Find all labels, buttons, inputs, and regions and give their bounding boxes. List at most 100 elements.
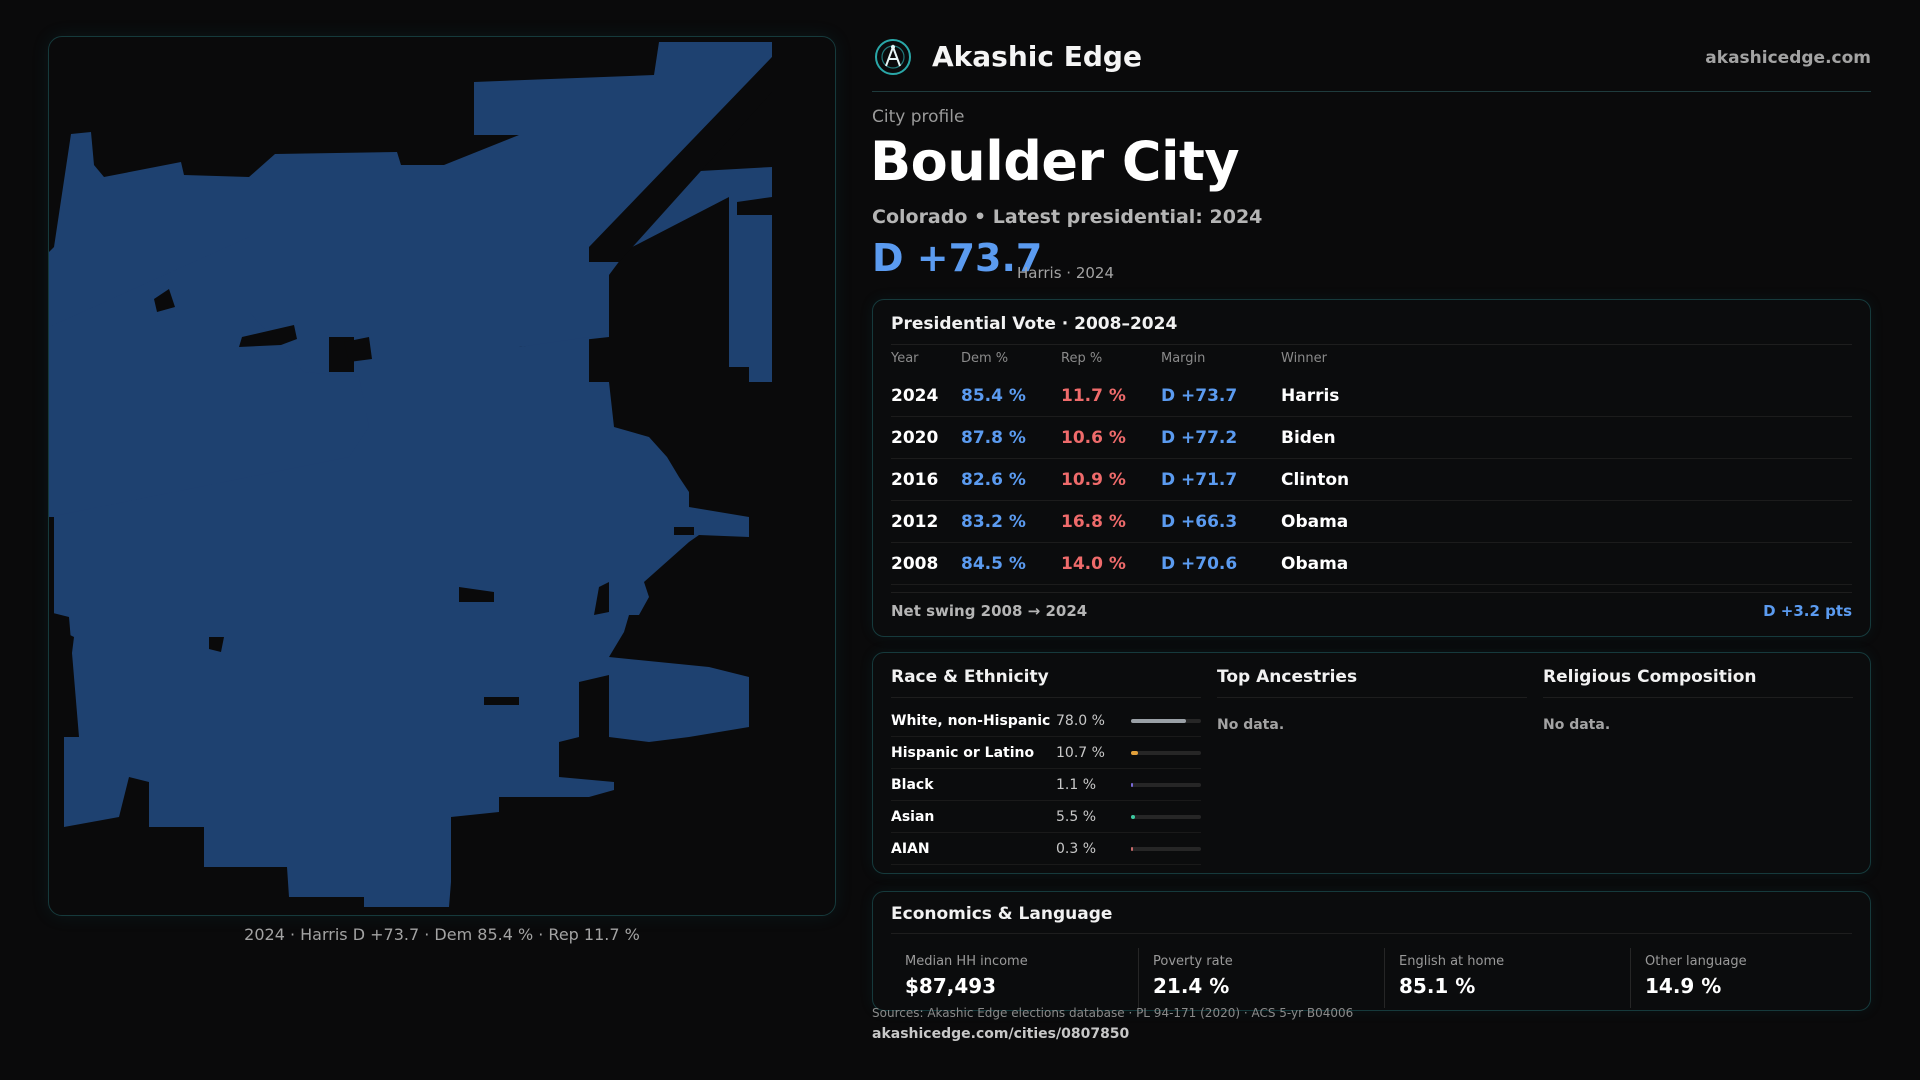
race-label: Black: [891, 777, 934, 793]
net-swing-label: Net swing 2008 → 2024: [891, 602, 1088, 620]
race-bar-track: [1131, 783, 1201, 787]
stat-value: 21.4 %: [1153, 974, 1230, 998]
divider: [891, 697, 1201, 698]
cell-margin: D +70.6: [1161, 554, 1238, 574]
race-row: AIAN 0.3 %: [891, 833, 1201, 865]
cell-winner: Harris: [1281, 386, 1340, 406]
cell-winner: Clinton: [1281, 470, 1350, 490]
race-bar-fill: [1131, 783, 1133, 787]
cell-margin: D +66.3: [1161, 512, 1238, 532]
stat-value: 85.1 %: [1399, 974, 1476, 998]
race-row: Hispanic or Latino 10.7 %: [891, 737, 1201, 769]
race-row: White, non-Hispanic 78.0 %: [891, 705, 1201, 737]
stat-label: Other language: [1645, 954, 1747, 969]
vote-card-title: Presidential Vote · 2008–2024: [891, 314, 1178, 334]
col-header-year: Year: [891, 351, 919, 366]
race-bar-track: [1131, 847, 1201, 851]
race-row: Black 1.1 %: [891, 769, 1201, 801]
table-row: 2012 83.2 % 16.8 % D +66.3 Obama: [891, 501, 1852, 543]
table-row: 2024 85.4 % 11.7 % D +73.7 Harris: [891, 375, 1852, 417]
latest-margin: D +73.7: [872, 236, 1043, 280]
latest-margin-note: Harris · 2024: [1017, 264, 1115, 282]
race-bar-track: [1131, 815, 1201, 819]
cell-year: 2012: [891, 512, 939, 532]
cell-margin: D +71.7: [1161, 470, 1238, 490]
table-row: 2008 84.5 % 14.0 % D +70.6 Obama: [891, 543, 1852, 585]
race-value: 0.3 %: [1056, 841, 1097, 857]
cell-dem: 83.2 %: [961, 512, 1026, 532]
city-map-panel: [48, 36, 836, 916]
race-value: 78.0 %: [1056, 713, 1105, 729]
race-bar-fill: [1131, 751, 1139, 755]
stat-value: 14.9 %: [1645, 974, 1722, 998]
stat-median-income: Median HH income $87,493: [891, 948, 1121, 1008]
col-header-margin: Margin: [1161, 351, 1206, 366]
stat-value: $87,493: [905, 974, 997, 998]
cell-dem: 82.6 %: [961, 470, 1026, 490]
city-subtitle: Colorado • Latest presidential: 2024: [872, 206, 1263, 228]
race-bar-fill: [1131, 815, 1135, 819]
cell-winner: Obama: [1281, 554, 1349, 574]
divider: [891, 344, 1852, 345]
religion-empty: No data.: [1543, 717, 1611, 733]
cell-rep: 10.6 %: [1061, 428, 1126, 448]
religion-section: Religious Composition No data.: [1543, 667, 1853, 733]
page-url-link[interactable]: akashicedge.com/cities/0807850: [872, 1026, 1130, 1042]
economics-card: Economics & Language Median HH income $8…: [872, 891, 1871, 1011]
race-ethnicity-section: Race & Ethnicity White, non-Hispanic 78.…: [891, 667, 1201, 865]
stat-label: Poverty rate: [1153, 954, 1233, 969]
brand-name[interactable]: Akashic Edge: [932, 40, 1142, 73]
map-gaps: [49, 57, 772, 737]
cell-winner: Obama: [1281, 512, 1349, 532]
table-row: 2020 87.8 % 10.6 % D +77.2 Biden: [891, 417, 1852, 459]
col-header-dem: Dem %: [961, 351, 1009, 366]
race-label: Hispanic or Latino: [891, 745, 1035, 761]
cell-year: 2008: [891, 554, 939, 574]
race-bar-fill: [1131, 719, 1186, 723]
ancestries-title: Top Ancestries: [1217, 667, 1358, 687]
race-value: 10.7 %: [1056, 745, 1105, 761]
cell-year: 2016: [891, 470, 939, 490]
divider: [1217, 697, 1527, 698]
site-header: Akashic Edge akashicedge.com: [872, 36, 1871, 92]
city-boundary-map: [49, 42, 772, 907]
cell-rep: 16.8 %: [1061, 512, 1126, 532]
col-header-rep: Rep %: [1061, 351, 1103, 366]
race-bar-track: [1131, 751, 1201, 755]
race-label: AIAN: [891, 841, 930, 857]
race-bar-fill: [1131, 847, 1133, 851]
stat-other-language: Other language 14.9 %: [1630, 948, 1860, 1008]
ancestries-section: Top Ancestries No data.: [1217, 667, 1527, 733]
cell-rep: 14.0 %: [1061, 554, 1126, 574]
religion-title: Religious Composition: [1543, 667, 1757, 687]
cell-rep: 11.7 %: [1061, 386, 1126, 406]
brand-url-link[interactable]: akashicedge.com: [1705, 48, 1871, 68]
stat-poverty-rate: Poverty rate 21.4 %: [1138, 948, 1368, 1008]
race-value: 5.5 %: [1056, 809, 1097, 825]
city-boundary-shape: [49, 42, 772, 907]
sources-note: Sources: Akashic Edge elections database…: [872, 1006, 1354, 1020]
race-bar-track: [1131, 719, 1201, 723]
cell-dem: 85.4 %: [961, 386, 1026, 406]
presidential-vote-card: Presidential Vote · 2008–2024 Year Dem %…: [872, 299, 1871, 637]
profile-label: City profile: [872, 107, 965, 127]
cell-margin: D +73.7: [1161, 386, 1238, 406]
col-header-winner: Winner: [1281, 351, 1328, 366]
demographics-card: Race & Ethnicity White, non-Hispanic 78.…: [872, 652, 1871, 874]
race-value: 1.1 %: [1056, 777, 1097, 793]
cell-rep: 10.9 %: [1061, 470, 1126, 490]
race-label: Asian: [891, 809, 935, 825]
atom-compass-icon[interactable]: [874, 38, 912, 76]
page-title: Boulder City: [870, 130, 1240, 193]
net-swing-value: D +3.2 pts: [1763, 602, 1852, 620]
stat-english-home: English at home 85.1 %: [1384, 948, 1614, 1008]
stat-label: English at home: [1399, 954, 1505, 969]
table-row: 2016 82.6 % 10.9 % D +71.7 Clinton: [891, 459, 1852, 501]
cell-dem: 84.5 %: [961, 554, 1026, 574]
cell-year: 2020: [891, 428, 939, 448]
cell-year: 2024: [891, 386, 939, 406]
ancestries-empty: No data.: [1217, 717, 1285, 733]
race-section-title: Race & Ethnicity: [891, 667, 1049, 687]
divider: [891, 592, 1852, 593]
divider: [1543, 697, 1853, 698]
